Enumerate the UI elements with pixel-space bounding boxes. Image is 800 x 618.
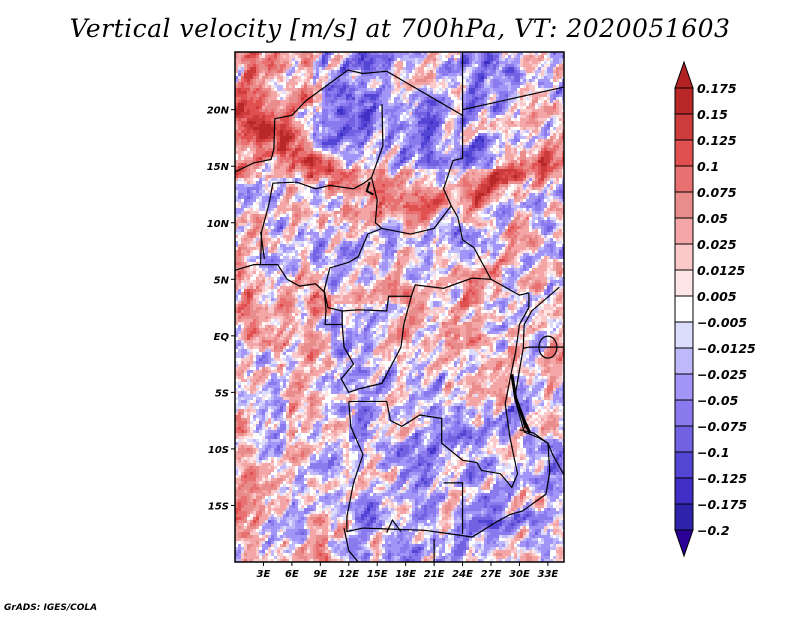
colorbar-box: [674, 347, 694, 375]
border-line: [462, 86, 564, 111]
colorbar-box: [674, 321, 694, 349]
colorbar-label: 0.005: [697, 289, 737, 304]
border-line: [235, 69, 387, 173]
colorbar-box: [674, 217, 694, 245]
border-line: [260, 231, 265, 260]
colorbar-label: −0.005: [697, 315, 747, 330]
colorbar-box: [674, 373, 694, 401]
border-line: [386, 518, 402, 533]
border-line: [340, 296, 412, 394]
colorbar-box: [674, 165, 694, 193]
y-tick-label: 10N: [207, 219, 230, 230]
colorbar: 0.175 0.15 0.125 0.1 0.075 0.05 0.025 0.0125 0.0…: [674, 60, 756, 558]
country-borders: [235, 52, 564, 562]
colorbar-label: 0.0125: [697, 263, 746, 278]
x-tick-label: 6E: [285, 569, 299, 580]
colorbar-box: [674, 243, 694, 271]
border-line: [386, 70, 530, 296]
colorbar-label: −0.2: [697, 523, 730, 538]
velocity-field: [235, 52, 564, 562]
colorbar-label: 0.15: [697, 107, 728, 122]
border-line: [259, 104, 384, 265]
colorbar-label: −0.025: [697, 367, 747, 382]
border-line: [343, 527, 359, 562]
y-axis: 20N 15N 10N 5N EQ 5S 10S 15S: [207, 106, 235, 512]
map-frame: [234, 51, 565, 563]
y-tick-label: 15S: [208, 501, 229, 512]
colorbar-label: −0.1: [697, 445, 730, 460]
colorbar-label: −0.05: [697, 393, 739, 408]
x-tick-label: 30E: [509, 569, 530, 580]
lake-chad: [365, 181, 374, 196]
colorbar-box: [674, 191, 694, 219]
x-tick-label: 3E: [257, 569, 271, 580]
colorbar-label: −0.175: [697, 497, 747, 512]
colorbar-label: 0.1: [697, 159, 719, 174]
x-tick-label: 33E: [538, 569, 559, 580]
colorbar-box: [674, 113, 694, 141]
colorbar-label: 0.075: [697, 185, 737, 200]
x-tick-label: 21E: [424, 569, 445, 580]
colorbar-box: [674, 451, 694, 479]
colorbar-box: [674, 425, 694, 453]
y-tick-label: 5N: [214, 275, 230, 286]
colorbar-label: 0.025: [697, 237, 737, 252]
colorbar-label: −0.075: [697, 419, 747, 434]
border-line: [522, 286, 560, 349]
colorbar-bottom-arrow: [674, 529, 694, 558]
x-tick-label: 27E: [481, 569, 502, 580]
lake-tanganyika: [510, 374, 532, 434]
grads-credit: GrADS: IGES/COLA: [4, 603, 98, 613]
colorbar-box: [674, 399, 694, 427]
colorbar-label: 0.125: [697, 133, 737, 148]
x-tick-label: 15E: [367, 569, 388, 580]
colorbar-label: −0.125: [697, 471, 747, 486]
colorbar-top-arrow: [674, 60, 694, 89]
colorbar-box: [674, 477, 694, 505]
x-tick-label: 9E: [313, 569, 327, 580]
x-tick-label: 18E: [395, 569, 416, 580]
colorbar-box: [674, 269, 694, 297]
lake-victoria: [538, 335, 558, 359]
colorbar-box: [674, 87, 694, 115]
border-line: [323, 290, 343, 326]
y-tick-label: EQ: [214, 332, 230, 343]
border-line: [346, 401, 473, 538]
colorbar-box: [674, 139, 694, 167]
x-tick-label: 24E: [452, 569, 473, 580]
colorbar-box: [674, 295, 694, 323]
y-tick-label: 5S: [215, 388, 229, 399]
border-line: [381, 205, 452, 235]
x-tick-label: 12E: [338, 569, 359, 580]
colorbar-box: [674, 503, 694, 531]
colorbar-label: −0.0125: [697, 341, 756, 356]
y-tick-label: 20N: [207, 106, 230, 117]
y-tick-label: 15N: [207, 162, 230, 173]
x-axis: 3E 6E 9E 12E 15E 18E 21E 24E 27E 30E 33E: [257, 562, 559, 580]
chart-title: Vertical velocity [m/s] at 700hPa, VT: 2…: [69, 14, 731, 43]
colorbar-label: 0.175: [697, 81, 737, 96]
border-line: [348, 292, 530, 489]
y-tick-label: 10S: [208, 445, 229, 456]
border-line: [443, 482, 464, 534]
colorbar-label: 0.05: [697, 211, 728, 226]
border-line: [235, 263, 326, 294]
